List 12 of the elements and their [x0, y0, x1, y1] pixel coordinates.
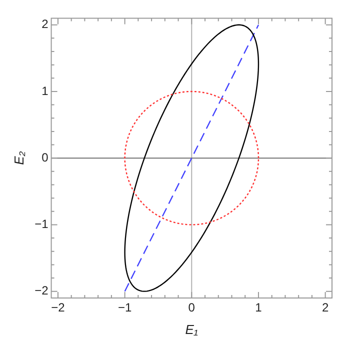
- x-tick-label: 0: [188, 300, 196, 315]
- y-tick-label: −2: [34, 284, 49, 298]
- y-tick-label: 0: [42, 150, 49, 164]
- x-tick-label: −1: [118, 300, 132, 315]
- y-tick-label: 1: [42, 84, 49, 98]
- x-axis-title: E₁: [185, 322, 198, 337]
- y-tick-label: 2: [42, 17, 49, 32]
- x-tick-label: −2: [51, 300, 66, 315]
- y-tick-label: −1: [34, 217, 49, 232]
- y-axis-title: E₂: [11, 151, 26, 165]
- x-tick-label: 1: [255, 300, 262, 315]
- x-tick-label: 2: [322, 300, 329, 315]
